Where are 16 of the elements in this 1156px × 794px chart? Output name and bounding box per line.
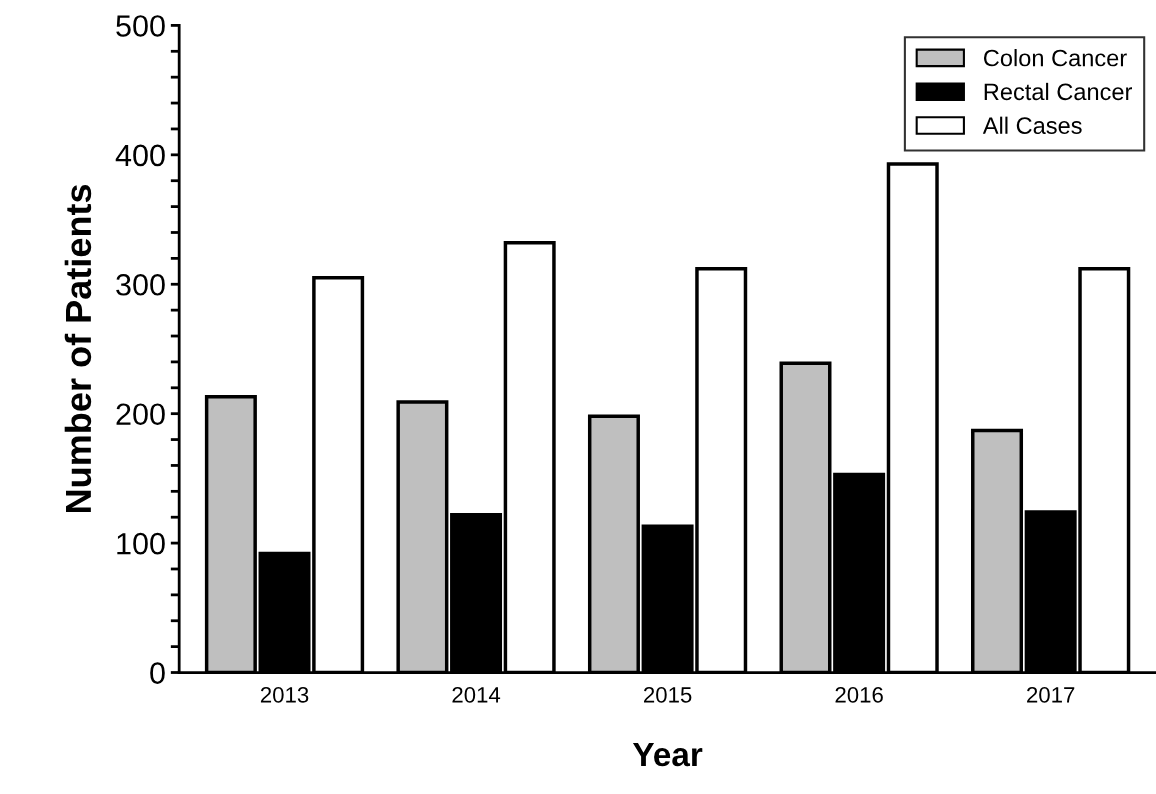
y-tick-label: 100	[117, 532, 165, 555]
x-tick-label: 2013	[260, 686, 309, 703]
x-axis-title: Year	[632, 743, 703, 767]
y-axis-title: Number of Patients	[64, 184, 92, 513]
x-tick-label: 2015	[643, 686, 692, 703]
legend-label: Colon Cancer	[984, 49, 1127, 67]
y-tick-label: 0	[150, 662, 165, 684]
x-tick-label: 2017	[1027, 686, 1075, 703]
y-tick-label: 500	[116, 15, 165, 37]
legend-label: Rectal Cancer	[984, 82, 1132, 101]
y-tick-label: 200	[116, 403, 165, 426]
x-tick-label: 2014	[452, 686, 501, 703]
x-tick-label: 2016	[835, 686, 883, 703]
y-tick-label: 400	[115, 144, 165, 167]
legend-label: All Cases	[982, 116, 1082, 134]
y-tick-label: 300	[116, 273, 165, 296]
